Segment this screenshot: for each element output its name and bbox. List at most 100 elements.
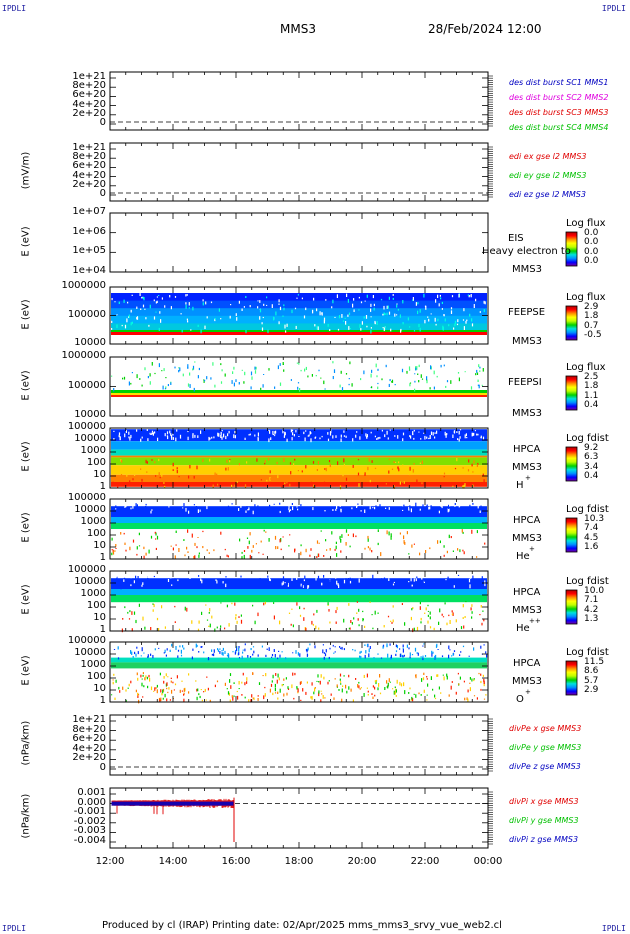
- spectrogram-pixel: [274, 435, 276, 437]
- spectrogram-pixel: [287, 582, 289, 586]
- spectrogram-pixel: [252, 545, 254, 548]
- spectrogram-pixel: [168, 506, 170, 508]
- spectrogram-pixel: [131, 321, 133, 324]
- spectrogram-pixel: [340, 539, 342, 543]
- spectrogram-pixel: [292, 624, 294, 628]
- spectrogram-pixel: [286, 480, 288, 484]
- spectrogram-pixel: [167, 691, 169, 694]
- spectrogram-pixel: [481, 576, 483, 580]
- spectrogram-pixel: [376, 438, 378, 440]
- spectrogram-pixel: [188, 302, 190, 306]
- spectrogram-pixel: [386, 312, 388, 316]
- spectrogram-pixel: [174, 578, 176, 580]
- spectrogram-pixel: [130, 507, 132, 510]
- spectrogram-pixel: [395, 644, 397, 648]
- spectrogram-pixel: [146, 471, 148, 473]
- spectrogram-pixel: [169, 649, 171, 652]
- spectrogram-pixel: [409, 687, 411, 690]
- spectrogram-pixel: [423, 672, 425, 675]
- spectrogram-pixel: [357, 459, 360, 461]
- colorbar-tick-label: 0.4: [584, 471, 599, 481]
- spectrogram-pixel: [216, 471, 219, 474]
- spectrogram-pixel: [233, 366, 235, 370]
- spectrogram-pixel: [279, 620, 281, 625]
- spectrogram-pixel: [465, 601, 467, 603]
- spectrogram-pixel: [220, 435, 222, 438]
- spectrogram-pixel: [297, 470, 299, 472]
- spectrogram-pixel: [468, 459, 470, 463]
- spectrogram-pixel: [265, 654, 267, 657]
- spectrogram-pixel: [419, 462, 421, 464]
- y-tick-label: 6e+20: [72, 733, 106, 745]
- spectrogram-pixel: [111, 328, 113, 330]
- spectrogram-pixel: [351, 383, 353, 387]
- spectrogram-pixel: [118, 301, 120, 304]
- spectrogram-pixel: [415, 577, 417, 582]
- spectrogram-pixel: [406, 370, 408, 374]
- spectrogram-pixel: [377, 612, 379, 614]
- spectrogram-pixel: [130, 584, 132, 587]
- spectrogram-pixel: [346, 293, 348, 297]
- spectrogram-pixel: [334, 678, 336, 680]
- spectrogram-pixel: [166, 682, 168, 686]
- colorbar-tick-label: 11.5: [584, 657, 605, 667]
- spectrogram-pixel: [480, 435, 482, 439]
- spectrogram-pixel: [143, 297, 145, 301]
- spectrogram-pixel: [267, 329, 269, 334]
- spectrogram-pixel: [422, 655, 424, 659]
- spectrogram-pixel: [187, 366, 189, 369]
- spectrogram-pixel: [147, 376, 149, 379]
- spectrogram-pixel: [137, 692, 139, 696]
- spectrogram-pixel: [355, 535, 357, 538]
- spectrogram-pixel: [356, 431, 358, 433]
- spectrogram-pixel: [384, 326, 386, 331]
- spectrogram-pixel: [271, 656, 273, 658]
- spectrogram-pixel: [365, 650, 367, 654]
- spectrogram-pixel: [356, 505, 358, 508]
- spectrogram-pixel: [252, 508, 254, 511]
- spectrogram-pixel: [410, 508, 412, 513]
- spectrogram-pixel: [198, 580, 200, 582]
- spectrogram-pixel: [250, 583, 253, 587]
- spectrogram-pixel: [252, 604, 254, 607]
- spectrogram-pixel: [217, 649, 220, 652]
- spectrogram-pixel: [310, 579, 312, 581]
- spectrogram-pixel: [345, 477, 348, 481]
- spectrogram-pixel: [270, 683, 273, 687]
- spectrogram-pixel: [294, 672, 296, 676]
- spectrogram-pixel: [301, 297, 303, 300]
- spectrogram-pixel: [203, 691, 205, 693]
- spectrogram-pixel: [403, 504, 405, 507]
- spectrogram-pixel: [273, 503, 275, 505]
- spectrogram-pixel: [454, 323, 456, 327]
- spectrogram-pixel: [395, 695, 397, 697]
- spectrogram-pixel: [225, 584, 228, 589]
- spectrogram-pixel: [418, 431, 420, 433]
- spectrogram-pixel: [316, 556, 318, 558]
- spectrogram-pixel: [386, 680, 388, 684]
- spectrogram-pixel: [172, 437, 174, 440]
- y-tick-label: 0.001: [77, 787, 106, 798]
- spectrogram-pixel: [186, 318, 188, 321]
- spectrogram-pixel: [147, 654, 149, 658]
- spectrogram-pixel: [366, 436, 368, 439]
- spectrogram-pixel: [335, 435, 337, 438]
- spectrogram-pixel: [261, 645, 263, 648]
- spectrogram-pixel: [208, 552, 210, 554]
- spectrogram-pixel: [252, 697, 254, 699]
- spectrogram-pixel: [371, 693, 373, 695]
- spectrogram-pixel: [247, 655, 249, 658]
- spectrogram-pixel: [179, 434, 182, 438]
- spectrogram-pixel: [435, 654, 437, 659]
- spectrogram-pixel: [285, 677, 287, 680]
- spectrogram-pixel: [402, 322, 404, 325]
- spectrogram-pixel: [407, 510, 409, 512]
- y-tick-label: 1e+06: [72, 225, 106, 237]
- instrument-label: HPCA: [513, 658, 541, 669]
- spectrogram-pixel: [367, 466, 369, 471]
- spectrogram-pixel: [297, 688, 299, 693]
- spectrogram-pixel: [307, 375, 309, 378]
- spectrogram-pixel: [412, 297, 414, 301]
- spectrogram-pixel: [132, 656, 134, 658]
- spectrogram-pixel: [270, 437, 272, 440]
